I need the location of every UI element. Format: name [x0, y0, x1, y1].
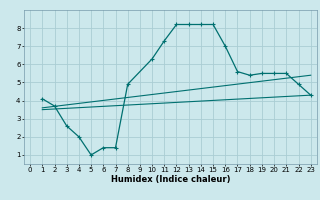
X-axis label: Humidex (Indice chaleur): Humidex (Indice chaleur) — [111, 175, 230, 184]
